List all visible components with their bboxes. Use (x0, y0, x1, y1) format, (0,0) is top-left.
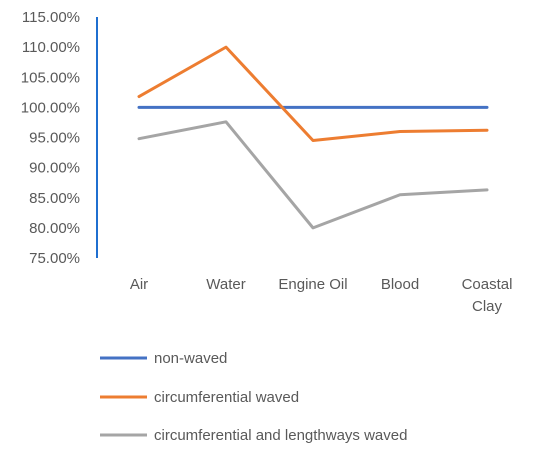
y-axis: 75.00% 80.00% 85.00% 90.00% 95.00% 100.00% 105… (21, 9, 98, 267)
y-tick-label: 95.00% (29, 130, 80, 147)
series-lines (137, 45, 489, 230)
x-tick-label: Blood (381, 276, 419, 293)
series-line-2 (137, 45, 489, 143)
legend-label: non-waved (154, 350, 227, 367)
y-tick-label: 90.00% (29, 160, 80, 177)
x-tick-label: Air (130, 276, 148, 293)
series-line-3 (137, 120, 489, 230)
legend-item: non-waved (100, 350, 227, 367)
legend-label: circumferential and lengthways waved (154, 427, 407, 444)
x-tick-label: Coastal Clay (462, 276, 513, 315)
y-tick-label: 110.00% (22, 39, 80, 56)
legend-item: circumferential and lengthways waved (100, 427, 407, 444)
y-tick-label: 75.00% (29, 250, 80, 267)
y-tick-label: 115.00% (22, 9, 80, 26)
legend-item: circumferential waved (100, 389, 299, 406)
legend: non-waved circumferential waved circumfere… (100, 350, 407, 444)
y-tick-label: 100.00% (21, 99, 80, 116)
x-tick-label: Water (206, 276, 245, 293)
legend-label: circumferential waved (154, 389, 299, 406)
x-axis-labels: Air Water Engine Oil Blood Coastal Clay (130, 276, 513, 315)
y-tick-label: 105.00% (21, 69, 80, 86)
y-tick-label: 85.00% (29, 190, 80, 207)
y-tick-label: 80.00% (29, 220, 80, 237)
x-tick-label: Engine Oil (278, 276, 347, 293)
